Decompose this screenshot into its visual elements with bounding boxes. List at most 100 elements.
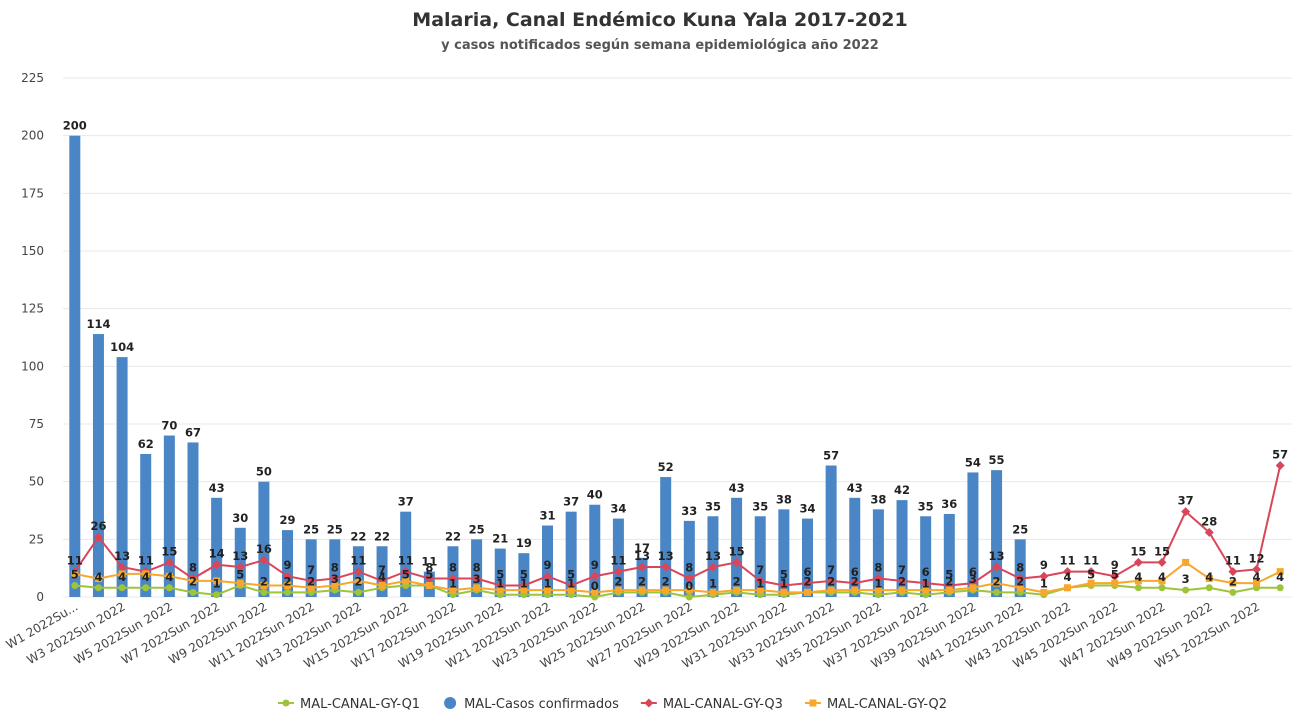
data-label: 6 — [803, 565, 811, 579]
point — [709, 588, 717, 596]
point — [283, 571, 293, 581]
point — [921, 578, 931, 588]
bar — [234, 527, 246, 597]
point — [165, 584, 173, 592]
chart-subtitle: y casos notificados según semana epidemi… — [441, 38, 879, 53]
data-label: 4 — [1063, 570, 1071, 584]
data-label: 14 — [209, 547, 225, 561]
point — [969, 584, 977, 592]
point — [1110, 571, 1120, 581]
bar — [825, 465, 837, 597]
data-label: 1 — [874, 577, 882, 591]
data-label: 1 — [709, 577, 717, 591]
data-label: 25 — [469, 522, 485, 536]
point — [259, 555, 269, 565]
bar — [471, 539, 483, 597]
point — [1039, 571, 1049, 581]
data-label: 9 — [1040, 558, 1048, 572]
data-label: 7 — [756, 563, 764, 577]
bar — [494, 548, 506, 597]
series-line — [74, 584, 1281, 599]
data-label: 25 — [1012, 522, 1028, 536]
point — [330, 574, 340, 584]
point — [567, 586, 575, 594]
data-label: 1 — [520, 577, 528, 591]
bar — [258, 481, 270, 597]
data-label: 8 — [473, 561, 481, 575]
bar — [447, 546, 459, 597]
point — [213, 591, 221, 599]
data-label: 5 — [567, 567, 575, 581]
point — [307, 584, 315, 592]
point — [1016, 584, 1024, 592]
data-label: 62 — [138, 437, 154, 451]
data-label: 22 — [445, 529, 461, 543]
point — [591, 588, 599, 596]
data-label: 57 — [1272, 448, 1288, 462]
point — [614, 586, 622, 594]
data-label: 11 — [1083, 554, 1099, 568]
data-label: 4 — [1253, 570, 1261, 584]
data-label: 3 — [969, 572, 977, 586]
y-tick-label: 200 — [21, 129, 44, 143]
data-label: 2 — [189, 574, 197, 588]
data-label: 40 — [587, 488, 603, 502]
data-label: 70 — [161, 419, 177, 433]
y-tick-label: 125 — [21, 302, 44, 316]
bar — [305, 539, 317, 597]
data-label: 38 — [776, 492, 792, 506]
data-label: 1 — [449, 577, 457, 591]
series-line — [73, 465, 1282, 587]
y-tick-label: 25 — [29, 532, 44, 546]
data-label: 6 — [851, 565, 859, 579]
data-label: 2 — [733, 574, 741, 588]
point — [1228, 567, 1238, 577]
data-label: 19 — [516, 536, 532, 550]
data-label: 5 — [71, 567, 79, 581]
data-label: 9 — [544, 558, 552, 572]
point — [1275, 461, 1285, 471]
bar — [187, 442, 199, 597]
y-tick-label: 75 — [29, 417, 44, 431]
point — [850, 578, 860, 588]
data-label: 1 — [756, 577, 764, 591]
data-label: 3 — [1182, 572, 1190, 586]
data-label: 6 — [969, 565, 977, 579]
bar — [636, 557, 648, 597]
point — [94, 575, 102, 583]
point — [661, 562, 671, 572]
point — [1111, 579, 1119, 587]
data-label: 37 — [398, 495, 414, 509]
data-label: 8 — [189, 561, 197, 575]
bar — [967, 472, 979, 597]
data-label: 15 — [161, 544, 177, 558]
point — [802, 578, 812, 588]
y-tick-label: 100 — [21, 359, 44, 373]
data-label: 35 — [705, 499, 721, 513]
data-label: 6 — [922, 565, 930, 579]
point — [780, 588, 788, 596]
data-label: 2 — [307, 574, 315, 588]
data-label: 11 — [398, 554, 414, 568]
data-label: 37 — [563, 495, 579, 509]
point — [826, 576, 836, 586]
point — [1158, 577, 1166, 585]
data-label: 11 — [421, 555, 437, 569]
data-label: 35 — [752, 499, 768, 513]
point — [71, 570, 79, 578]
point — [1134, 584, 1142, 592]
data-label: 34 — [610, 502, 626, 516]
point — [779, 580, 789, 590]
data-label: 5 — [1111, 567, 1119, 581]
point — [213, 577, 221, 585]
point — [353, 567, 363, 577]
point — [235, 562, 245, 572]
point — [1276, 584, 1284, 592]
data-label: 3 — [331, 572, 339, 586]
point — [354, 577, 362, 585]
point — [1182, 558, 1190, 566]
data-label: 37 — [1178, 494, 1194, 508]
data-label: 2 — [354, 574, 362, 588]
point — [472, 574, 482, 584]
chart-title: Malaria, Canal Endémico Kuna Yala 2017-2… — [412, 9, 907, 31]
